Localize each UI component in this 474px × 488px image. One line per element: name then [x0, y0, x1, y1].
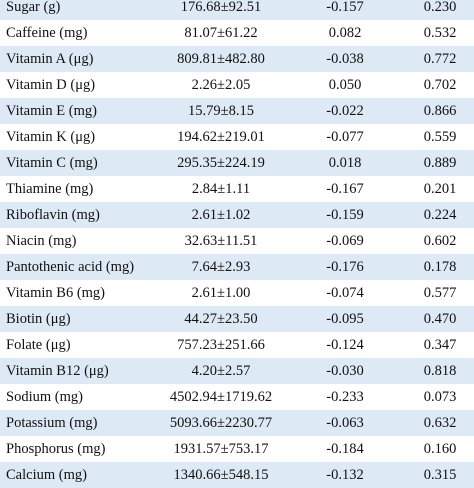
correlation-cell: -0.030 [326, 363, 364, 379]
p-value-cell: 0.772 [423, 51, 457, 67]
correlation-cell: 0.050 [328, 77, 362, 93]
table-row: Niacin (mg) 32.63±11.51 -0.069 0.602 [0, 228, 474, 254]
p-value-cell: 0.315 [423, 467, 457, 483]
correlation-cell: 0.018 [328, 155, 362, 171]
nutrient-name-cell: Niacin (mg) [6, 233, 77, 249]
table-row: Phosphorus (mg) 1931.57±753.17 -0.184 0.160 [0, 436, 474, 462]
mean-sd-cell: 5093.66±2230.77 [169, 415, 273, 431]
table-row: Vitamin B12 (μg) 4.20±2.57 -0.030 0.818 [0, 358, 474, 384]
nutrient-name-cell: Biotin (μg) [6, 311, 71, 327]
correlation-cell: -0.159 [326, 207, 364, 223]
table-row: Vitamin E (mg) 15.79±8.15 -0.022 0.866 [0, 98, 474, 124]
table-row: Biotin (μg) 44.27±23.50 -0.095 0.470 [0, 306, 474, 332]
table-row: Vitamin K (μg) 194.62±219.01 -0.077 0.559 [0, 124, 474, 150]
correlation-cell: -0.132 [326, 467, 364, 483]
table-row: Potassium (mg) 5093.66±2230.77 -0.063 0.632 [0, 410, 474, 436]
correlation-cell: -0.233 [326, 389, 364, 405]
nutrient-name-cell: Potassium (mg) [6, 415, 98, 431]
p-value-cell: 0.073 [423, 389, 457, 405]
p-value-cell: 0.818 [423, 363, 457, 379]
correlation-cell: -0.038 [326, 51, 364, 67]
table-row: Thiamine (mg) 2.84±1.11 -0.167 0.201 [0, 176, 474, 202]
nutrient-name-cell: Vitamin D (μg) [6, 77, 96, 93]
mean-sd-cell: 7.64±2.93 [191, 259, 251, 275]
mean-sd-cell: 44.27±23.50 [184, 311, 258, 327]
nutrient-name-cell: Calcium (mg) [6, 467, 87, 483]
p-value-cell: 0.230 [423, 0, 457, 15]
correlation-cell: -0.074 [326, 285, 364, 301]
correlation-cell: -0.124 [326, 337, 364, 353]
nutrient-name-cell: Pantothenic acid (mg) [6, 259, 135, 275]
mean-sd-cell: 1340.66±548.15 [173, 467, 269, 483]
p-value-cell: 0.347 [423, 337, 457, 353]
p-value-cell: 0.160 [423, 441, 457, 457]
p-value-cell: 0.702 [423, 77, 457, 93]
mean-sd-cell: 2.61±1.02 [191, 207, 251, 223]
correlation-cell: -0.176 [326, 259, 364, 275]
correlation-cell: -0.095 [326, 311, 364, 327]
mean-sd-cell: 32.63±11.51 [184, 233, 258, 249]
correlation-cell: -0.184 [326, 441, 364, 457]
mean-sd-cell: 81.07±61.22 [184, 25, 258, 41]
correlation-cell: -0.157 [326, 0, 364, 15]
nutrient-name-cell: Thiamine (mg) [6, 181, 94, 197]
p-value-cell: 0.201 [423, 181, 457, 197]
nutrient-name-cell: Phosphorus (mg) [6, 441, 106, 457]
table-row: Folate (μg) 757.23±251.66 -0.124 0.347 [0, 332, 474, 358]
mean-sd-cell: 4502.94±1719.62 [169, 389, 273, 405]
mean-sd-cell: 15.79±8.15 [188, 103, 254, 119]
nutrient-name-cell: Caffeine (mg) [6, 25, 88, 41]
table-row: Calcium (mg) 1340.66±548.15 -0.132 0.315 [0, 462, 474, 488]
p-value-cell: 0.602 [423, 233, 457, 249]
nutrient-name-cell: Vitamin B6 (mg) [6, 285, 106, 301]
mean-sd-cell: 2.84±1.11 [191, 181, 251, 197]
nutrient-name-cell: Vitamin B12 (μg) [6, 363, 109, 379]
correlation-cell: 0.082 [328, 25, 362, 41]
correlation-cell: -0.063 [326, 415, 364, 431]
nutrient-name-cell: Vitamin E (mg) [6, 103, 97, 119]
mean-sd-cell: 2.61±1.00 [191, 285, 251, 301]
p-value-cell: 0.532 [423, 25, 457, 41]
table-row: Riboflavin (mg) 2.61±1.02 -0.159 0.224 [0, 202, 474, 228]
table-row: Vitamin D (μg) 2.26±2.05 0.050 0.702 [0, 72, 474, 98]
table-row: Sugar (g) 176.68±92.51 -0.157 0.230 [0, 0, 474, 20]
correlation-cell: -0.022 [326, 103, 364, 119]
mean-sd-cell: 1931.57±753.17 [173, 441, 269, 457]
correlation-cell: -0.069 [326, 233, 364, 249]
p-value-cell: 0.866 [423, 103, 457, 119]
table-row: Vitamin C (mg) 295.35±224.19 0.018 0.889 [0, 150, 474, 176]
mean-sd-cell: 295.35±224.19 [177, 155, 265, 171]
correlation-cell: -0.167 [326, 181, 364, 197]
nutrient-name-cell: Sugar (g) [6, 0, 61, 15]
p-value-cell: 0.178 [423, 259, 457, 275]
nutrient-name-cell: Vitamin K (μg) [6, 129, 96, 145]
mean-sd-cell: 194.62±219.01 [177, 129, 265, 145]
correlation-cell: -0.077 [326, 129, 364, 145]
nutrient-name-cell: Sodium (mg) [6, 389, 83, 405]
mean-sd-cell: 4.20±2.57 [191, 363, 251, 379]
nutrient-name-cell: Vitamin C (mg) [6, 155, 98, 171]
mean-sd-cell: 176.68±92.51 [180, 0, 262, 15]
p-value-cell: 0.559 [423, 129, 457, 145]
p-value-cell: 0.889 [423, 155, 457, 171]
p-value-cell: 0.224 [423, 207, 457, 223]
mean-sd-cell: 2.26±2.05 [191, 77, 251, 93]
p-value-cell: 0.470 [423, 311, 457, 327]
nutrient-name-cell: Vitamin A (μg) [6, 51, 94, 67]
nutrient-name-cell: Folate (μg) [6, 337, 71, 353]
p-value-cell: 0.577 [423, 285, 457, 301]
table-row: Pantothenic acid (mg) 7.64±2.93 -0.176 0.17… [0, 254, 474, 280]
mean-sd-cell: 809.81±482.80 [177, 51, 265, 67]
table-row: Caffeine (mg) 81.07±61.22 0.082 0.532 [0, 20, 474, 46]
table-row: Vitamin B6 (mg) 2.61±1.00 -0.074 0.577 [0, 280, 474, 306]
table-row: Vitamin A (μg) 809.81±482.80 -0.038 0.772 [0, 46, 474, 72]
mean-sd-cell: 757.23±251.66 [177, 337, 265, 353]
p-value-cell: 0.632 [423, 415, 457, 431]
table-row: Sodium (mg) 4502.94±1719.62 -0.233 0.073 [0, 384, 474, 410]
nutrient-name-cell: Riboflavin (mg) [6, 207, 100, 223]
